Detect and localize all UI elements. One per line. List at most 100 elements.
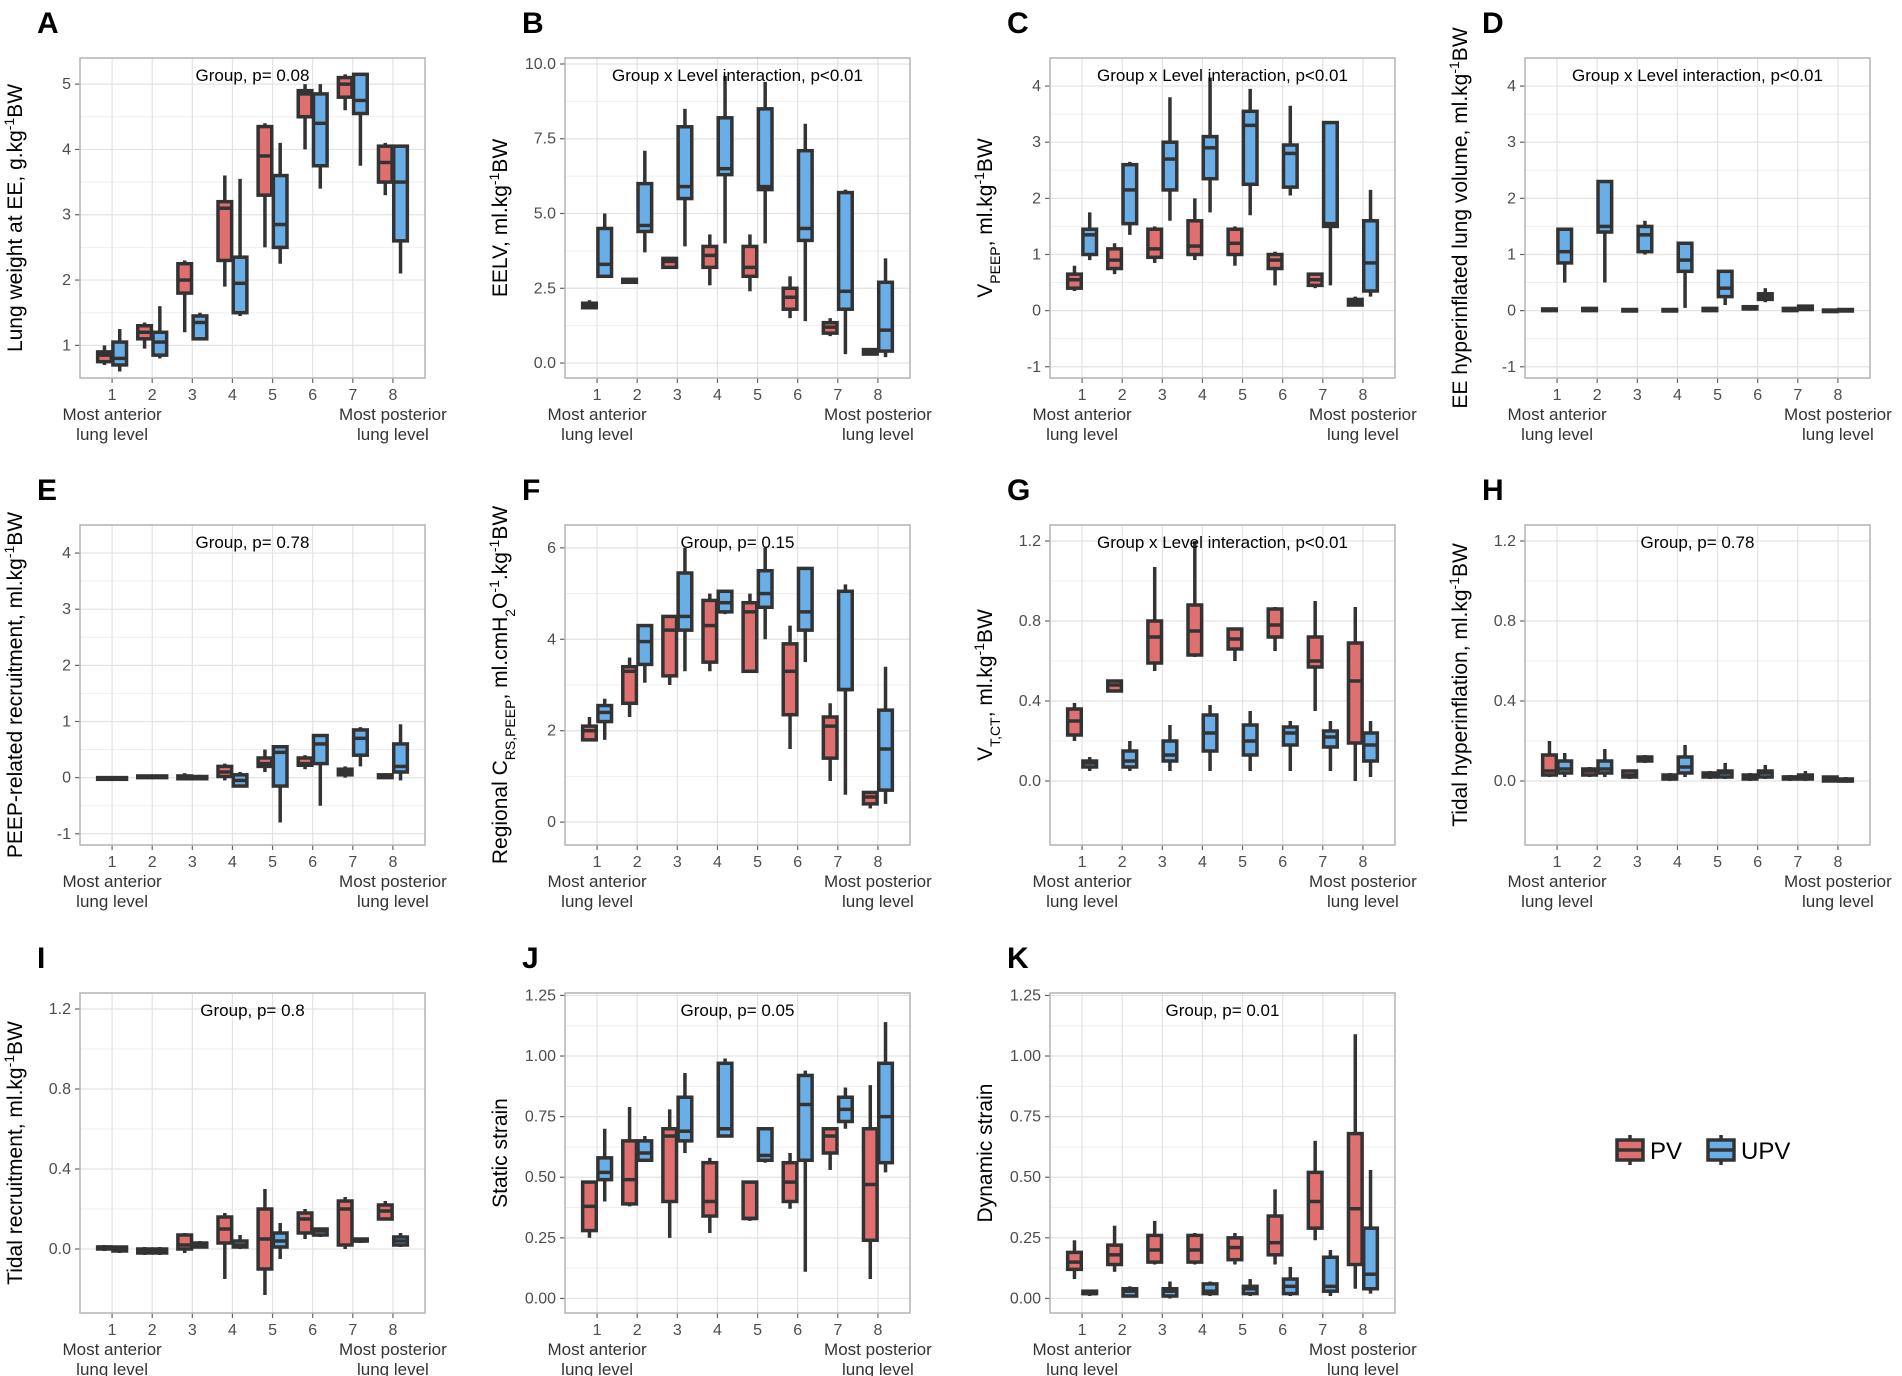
box-pv-level-5 <box>256 749 274 773</box>
x-tick-label: 3 <box>1158 1322 1167 1339</box>
x-subtitle-left: lung level <box>1521 425 1593 444</box>
box <box>756 1127 774 1163</box>
x-tick-label: 4 <box>228 387 237 404</box>
box-pv-level-7 <box>821 1127 839 1170</box>
panel-annotation: Group, p= 0.01 <box>1166 1001 1280 1020</box>
x-tick-label: 7 <box>833 387 842 404</box>
box-pv-level-6 <box>296 1209 314 1239</box>
box <box>1676 755 1694 775</box>
y-tick-label: 3 <box>1507 134 1516 151</box>
y-axis-label-part: , ml.kg <box>974 185 997 247</box>
box-upv-level-5 <box>271 142 289 264</box>
y-tick-label: 0.4 <box>1494 693 1516 710</box>
box-pv-level-5 <box>741 593 759 674</box>
panel-letter: H <box>1482 474 1504 507</box>
box-upv-level-8 <box>876 258 895 358</box>
legend-label-upv: UPV <box>1741 1138 1790 1165</box>
x-subtitle-left: Most anterior <box>547 1340 647 1359</box>
box-upv-level-7 <box>351 72 369 166</box>
y-tick-label: 6 <box>547 540 556 557</box>
box <box>311 92 329 168</box>
x-tick-label: 5 <box>268 387 277 404</box>
box-pv-level-1 <box>95 1245 114 1251</box>
box-pv-level-1 <box>580 1180 599 1238</box>
y-tick-label: -1 <box>1502 359 1516 376</box>
box-pv-level-5 <box>1701 306 1719 313</box>
box-upv-level-7 <box>836 1087 854 1129</box>
x-tick-label: 4 <box>1198 854 1207 871</box>
box-pv-level-5 <box>1701 771 1719 779</box>
y-tick-label: 1.25 <box>1010 987 1041 1004</box>
y-tick-label: 1.2 <box>1494 533 1516 550</box>
panel-annotation: Group x Level interaction, p<0.01 <box>612 66 863 85</box>
box-pv-level-4 <box>216 1213 234 1279</box>
y-axis-label-part: BW <box>4 512 27 546</box>
box <box>1146 619 1164 665</box>
y-tick-label: 2 <box>1032 190 1041 207</box>
box-upv-level-3 <box>676 1073 694 1153</box>
box-pv-level-5 <box>256 123 274 248</box>
y-axis-label: Regional CRS,PEEP, ml.cmH2O-1.kg-1BW <box>486 506 518 865</box>
box-pv-level-2 <box>1581 767 1599 777</box>
box-pv-level-1 <box>1540 741 1559 777</box>
x-tick-label: 4 <box>713 387 722 404</box>
x-tick-label: 7 <box>1793 387 1802 404</box>
box-pv-level-2 <box>136 322 154 349</box>
y-tick-label: 0.75 <box>525 1109 556 1126</box>
box <box>796 1073 814 1163</box>
box-upv-level-4 <box>1201 1281 1219 1297</box>
y-axis-label-part: -1 <box>486 539 502 552</box>
box <box>1676 241 1694 274</box>
x-tick-label: 2 <box>148 387 157 404</box>
box <box>741 600 759 674</box>
x-tick-label: 8 <box>388 1322 397 1339</box>
box-upv-level-2 <box>151 306 169 359</box>
box-pv-level-8 <box>1346 1034 1364 1289</box>
panel-letter: E <box>37 474 57 507</box>
box-upv-level-5 <box>1241 1279 1259 1297</box>
x-tick-label: 8 <box>873 854 882 871</box>
x-tick-label: 4 <box>228 1322 237 1339</box>
y-tick-label: 1 <box>62 337 71 354</box>
box <box>661 614 679 678</box>
box-upv-level-5 <box>271 1223 289 1259</box>
x-subtitle-right: lung level <box>357 892 429 911</box>
y-tick-label: 2 <box>1507 190 1516 207</box>
y-tick-label: 0.4 <box>49 1161 71 1178</box>
box-pv-level-5 <box>256 1189 274 1295</box>
x-subtitle-right: Most posterior <box>339 1340 447 1359</box>
panel-annotation: Group x Level interaction, p<0.01 <box>1572 66 1823 85</box>
y-tick-label: 5 <box>62 76 71 93</box>
box-pv-level-3 <box>176 1233 194 1253</box>
y-tick-label: 1 <box>1507 246 1516 263</box>
y-axis-label-part: BW <box>974 138 997 172</box>
box-pv-level-2 <box>621 1106 639 1207</box>
box-pv-level-5 <box>1226 1233 1244 1265</box>
y-axis-label-part: -1 <box>1 1055 17 1068</box>
y-axis-label-part: V <box>974 747 997 761</box>
box <box>1146 227 1164 260</box>
x-tick-label: 8 <box>873 387 882 404</box>
x-subtitle-left: lung level <box>1046 425 1118 444</box>
y-tick-label: 1 <box>62 713 71 730</box>
panel-letter: K <box>1007 942 1029 975</box>
box-pv-level-7 <box>336 1197 354 1249</box>
box-pv-level-4 <box>701 234 719 286</box>
x-tick-label: 6 <box>1278 387 1287 404</box>
box <box>1321 1255 1339 1293</box>
box-upv-level-4 <box>231 772 249 788</box>
y-axis-label-part: BW <box>974 609 997 643</box>
y-axis-label: VPEEP, ml.kg-1BW <box>971 138 1003 298</box>
box-pv-level-2 <box>621 657 639 717</box>
box <box>701 1160 719 1218</box>
y-tick-label: 3 <box>1032 134 1041 151</box>
box-upv-level-3 <box>1161 1281 1179 1299</box>
box <box>701 598 719 664</box>
box <box>1346 1131 1364 1267</box>
x-tick-label: 6 <box>1753 387 1762 404</box>
box-upv-level-2 <box>636 1136 654 1163</box>
legend: PV UPV <box>1615 1135 1790 1165</box>
x-tick-label: 7 <box>833 1322 842 1339</box>
box <box>741 244 759 279</box>
box <box>216 199 234 263</box>
